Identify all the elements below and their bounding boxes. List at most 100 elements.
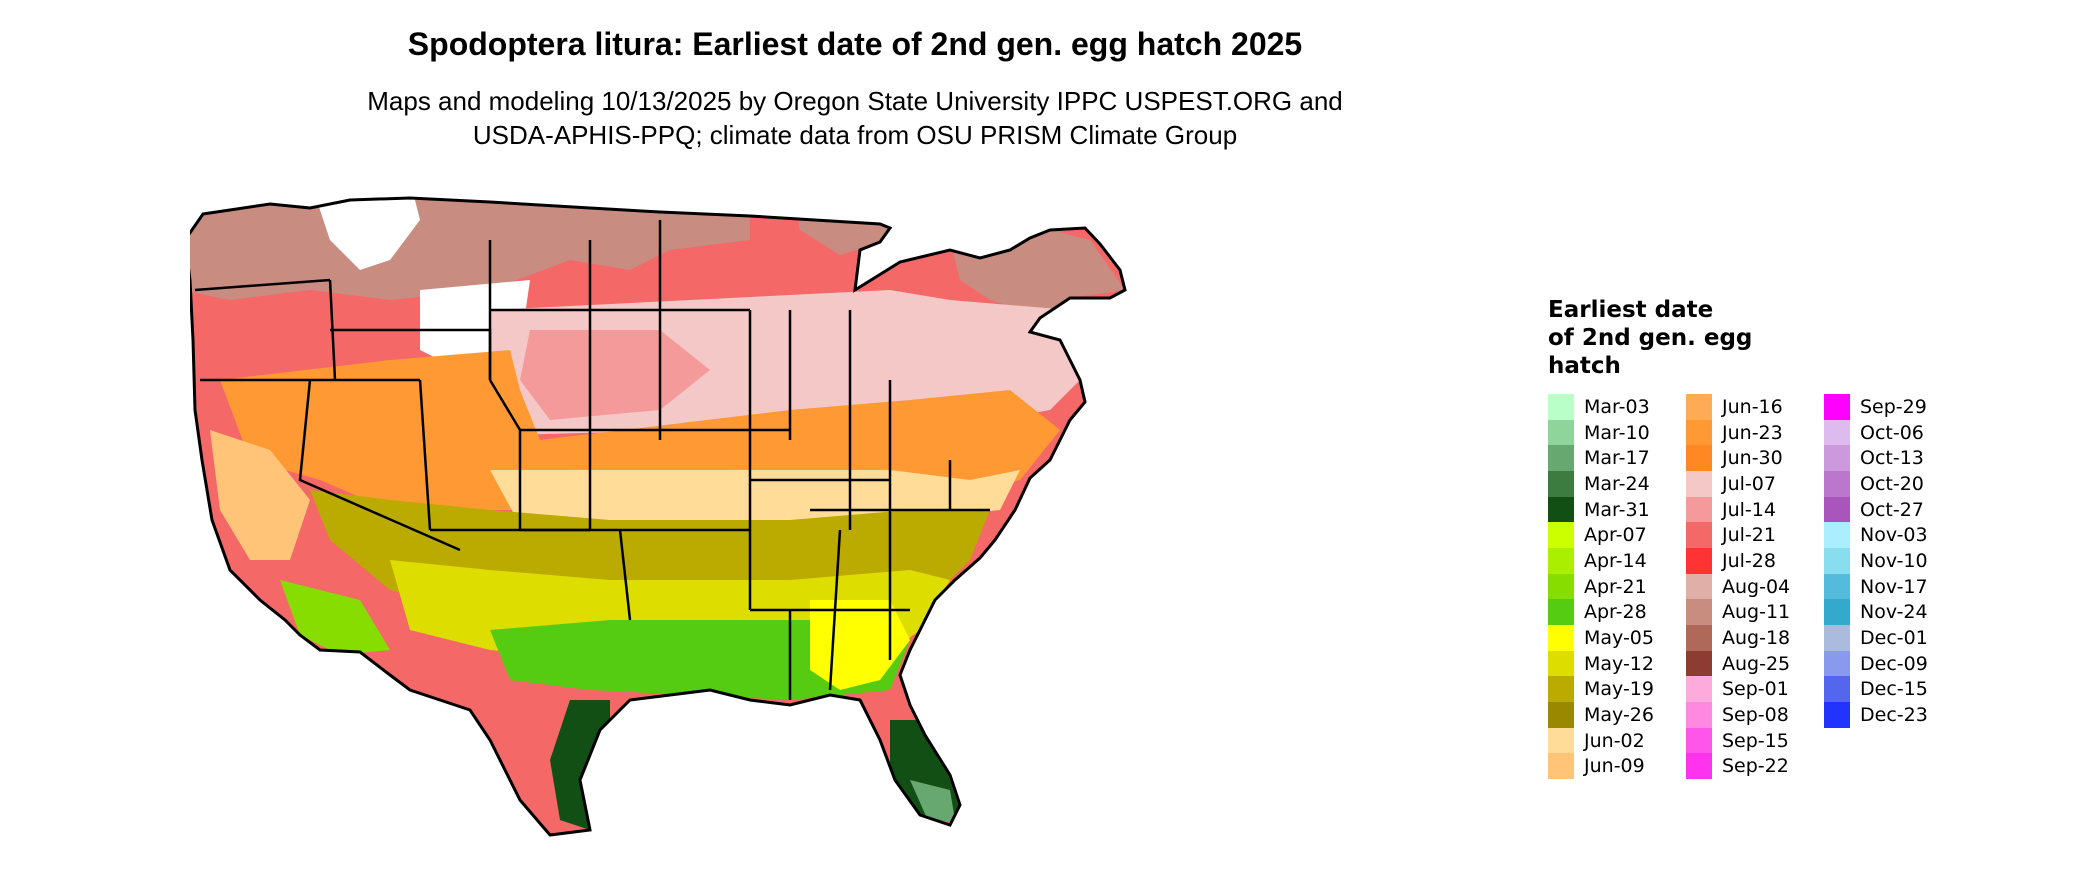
legend-swatch [1548,573,1574,600]
legend-swatch [1824,547,1850,574]
legend-item: Aug-11 [1686,599,1814,626]
legend-label: Jul-07 [1722,472,1776,495]
legend-item: May-26 [1548,702,1676,729]
legend-swatch [1686,625,1712,652]
legend-swatch [1686,547,1712,574]
legend-swatch [1686,470,1712,497]
legend-item: Mar-24 [1548,470,1676,497]
legend-item: Mar-03 [1548,393,1676,420]
legend-label: Dec-23 [1860,704,1928,727]
legend-label: Sep-08 [1722,704,1789,727]
legend-swatch [1548,702,1574,729]
legend-swatch [1686,419,1712,446]
legend-column: Sep-29 Oct-06 Oct-13 Oct-20 Oct-27 Nov-03 Nov-… [1824,393,1952,779]
legend-columns: Mar-03 Mar-10 Mar-17 Mar-24 Mar-31 Apr-07 Apr-… [1548,393,1952,780]
subtitle-line-2: USDA-APHIS-PPQ; climate data from OSU PR… [472,120,1238,150]
legend-label: Apr-28 [1584,601,1647,624]
map-subtitle: Maps and modeling 10/13/2025 by Oregon S… [0,84,1710,152]
legend-swatch [1824,650,1850,677]
legend-swatch [1548,522,1574,549]
legend-swatch [1548,753,1574,780]
legend-label: May-26 [1584,704,1654,727]
legend-item: Nov-03 [1824,522,1952,549]
legend-swatch [1548,547,1574,574]
legend-swatch [1824,599,1850,626]
legend-label: Aug-25 [1722,652,1791,675]
legend-swatch [1686,573,1712,600]
legend-item: Aug-25 [1686,650,1814,677]
legend-swatch [1686,522,1712,549]
legend-swatch [1824,470,1850,497]
legend-swatch [1686,702,1712,729]
legend-label: Dec-09 [1860,652,1928,675]
legend-swatch [1686,393,1712,420]
legend-item: Sep-15 [1686,727,1814,754]
legend-label: Oct-13 [1860,447,1924,470]
legend-label: Mar-24 [1584,472,1650,495]
legend-item: Dec-01 [1824,625,1952,652]
legend-swatch [1824,393,1850,420]
legend-label: Jun-09 [1584,755,1645,778]
legend-label: Mar-03 [1584,395,1650,418]
legend-swatch [1824,702,1850,729]
legend-item: Dec-09 [1824,650,1952,677]
legend-item: Jul-07 [1686,470,1814,497]
legend-item: Jun-09 [1548,753,1676,780]
legend-label: Mar-31 [1584,498,1650,521]
legend-label: Dec-15 [1860,678,1928,701]
legend-label: May-19 [1584,678,1654,701]
legend-label: Jun-02 [1584,729,1645,752]
legend-label: Sep-22 [1722,755,1789,778]
legend-title-line-2: of 2nd gen. egg [1548,325,1753,351]
legend-swatch [1824,522,1850,549]
legend-label: Oct-06 [1860,421,1924,444]
legend-item: Aug-18 [1686,625,1814,652]
legend-swatch [1548,676,1574,703]
legend-item: Sep-01 [1686,676,1814,703]
legend-item: Mar-31 [1548,496,1676,523]
legend-swatch [1686,496,1712,523]
legend-item: Apr-07 [1548,522,1676,549]
legend-swatch [1548,599,1574,626]
us-egg-hatch-map [190,196,1127,837]
legend-item: Apr-21 [1548,573,1676,600]
legend-swatch [1548,650,1574,677]
legend-label: May-12 [1584,652,1654,675]
map-title: Spodoptera litura: Earliest date of 2nd … [407,26,1303,62]
legend-item: Aug-04 [1686,573,1814,600]
legend-swatch [1686,753,1712,780]
legend-item: Jul-14 [1686,496,1814,523]
legend-label: Apr-21 [1584,575,1647,598]
legend-title: Earliest date of 2nd gen. egg hatch [1548,296,1952,380]
legend-swatch [1548,496,1574,523]
legend-swatch [1548,625,1574,652]
legend-item: Sep-22 [1686,753,1814,780]
legend-label: Apr-07 [1584,524,1647,547]
legend-swatch [1686,676,1712,703]
legend-item: Oct-20 [1824,470,1952,497]
legend-label: Aug-11 [1722,601,1791,624]
legend-label: Oct-27 [1860,498,1924,521]
legend-item: Apr-28 [1548,599,1676,626]
legend-label: Dec-01 [1860,627,1928,650]
legend-label: Oct-20 [1860,472,1924,495]
legend-column: Jun-16 Jun-23 Jun-30 Jul-07 Jul-14 Jul-21 Jul-… [1686,393,1814,780]
legend-swatch [1824,676,1850,703]
legend-swatch [1548,393,1574,420]
legend: Earliest date of 2nd gen. egg hatch Mar-… [1548,296,1952,780]
legend-swatch [1686,650,1712,677]
legend-item: Nov-24 [1824,599,1952,626]
legend-item: Jun-23 [1686,419,1814,446]
legend-swatch [1548,727,1574,754]
legend-item: Apr-14 [1548,547,1676,574]
legend-item: Dec-23 [1824,702,1952,729]
legend-item: Mar-10 [1548,419,1676,446]
legend-item: Jul-28 [1686,547,1814,574]
legend-label: Jun-16 [1722,395,1783,418]
legend-title-line-1: Earliest date [1548,297,1714,323]
legend-label: Jun-23 [1722,421,1783,444]
legend-swatch [1548,445,1574,472]
legend-title-line-3: hatch [1548,353,1621,379]
legend-swatch [1548,419,1574,446]
legend-item: May-05 [1548,625,1676,652]
